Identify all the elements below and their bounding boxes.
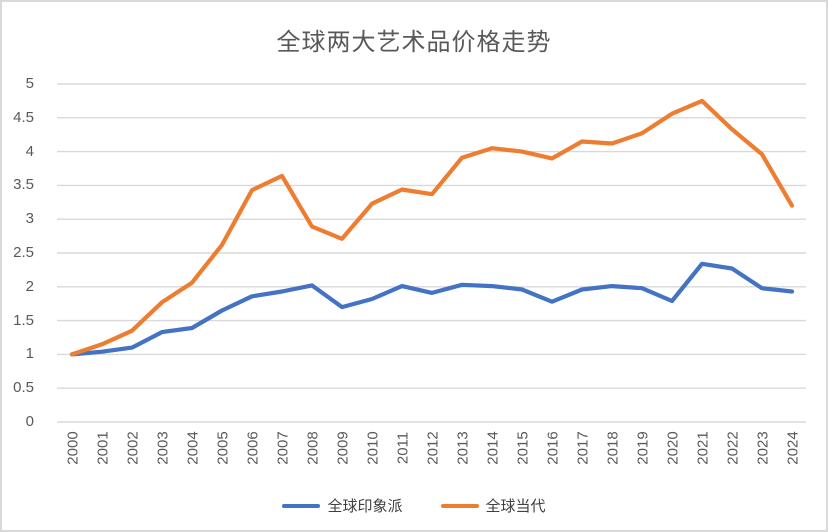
- x-axis-tick-label: 2001: [94, 431, 112, 465]
- x-axis-tick-label: 2010: [364, 431, 382, 465]
- y-axis-tick-label: 3.5: [13, 176, 34, 193]
- x-axis-tick-label: 2024: [784, 431, 802, 465]
- y-axis-tick-label: 2: [25, 278, 34, 295]
- x-axis-tick-label: 2016: [544, 431, 562, 465]
- y-axis-tick-label: 0: [25, 413, 34, 430]
- x-axis-tick-label: 2008: [304, 431, 322, 465]
- legend-line-swatch: [282, 503, 321, 508]
- series-lines: [69, 98, 795, 357]
- y-axis-tick-label: 3: [25, 210, 34, 227]
- x-axis-tick-label: 2021: [694, 431, 712, 465]
- gridlines: [57, 83, 806, 423]
- x-axis-tick-label: 2022: [724, 431, 742, 465]
- y-axis-tick-label: 4: [25, 143, 34, 160]
- y-axis-tick-label: 1: [25, 345, 34, 362]
- series-line-1: [69, 98, 795, 357]
- x-axis-tick-label: 2020: [664, 431, 682, 465]
- chart-title: 全球两大艺术品价格走势: [276, 29, 552, 56]
- series-line-0: [69, 261, 795, 357]
- legend-label: 全球当代: [485, 498, 546, 515]
- x-axis-tick-label: 2009: [334, 431, 352, 465]
- x-axis-tick-label: 2018: [604, 431, 622, 465]
- legend-line-swatch: [440, 503, 479, 508]
- x-axis-tick-label: 2003: [154, 431, 172, 465]
- x-axis-tick-label: 2023: [754, 431, 772, 465]
- x-axis-tick-label: 2017: [574, 431, 592, 465]
- x-axis-tick-label: 2012: [424, 431, 442, 465]
- x-axis-tick-label: 2015: [514, 431, 532, 465]
- x-axis-tick-label: 2011: [394, 431, 412, 465]
- x-axis-tick-label: 2007: [274, 431, 292, 465]
- x-axis-tick-label: 2013: [454, 431, 472, 465]
- x-axis-tick-label: 2006: [244, 431, 262, 465]
- legend-item-1: 全球当代: [440, 495, 546, 516]
- y-axis-tick-label: 1.5: [13, 312, 34, 329]
- y-axis-tick-label: 0.5: [13, 379, 34, 396]
- legend: 全球印象派 全球当代: [2, 495, 826, 516]
- legend-label: 全球印象派: [327, 498, 403, 515]
- x-axis-tick-label: 2004: [184, 431, 202, 465]
- y-axis-tick-label: 4.5: [13, 109, 34, 126]
- x-axis-tick-label: 2019: [634, 431, 652, 465]
- x-axis-tick-label: 2005: [214, 431, 232, 465]
- x-axis-tick-label: 2014: [484, 431, 502, 465]
- y-axis-tick-label: 2.5: [13, 244, 34, 261]
- x-axis-tick-label: 2002: [124, 431, 142, 465]
- x-axis-tick-label: 2000: [64, 431, 82, 465]
- legend-item-0: 全球印象派: [282, 495, 403, 516]
- y-axis-tick-label: 5: [25, 75, 34, 92]
